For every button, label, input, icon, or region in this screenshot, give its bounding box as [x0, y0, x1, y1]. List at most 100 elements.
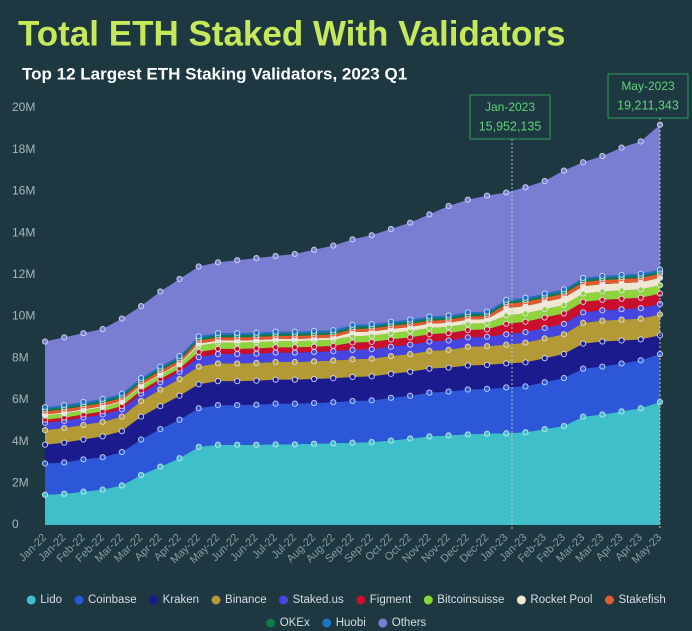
data-point [483, 308, 491, 315]
y-tick-label: 20M [12, 100, 35, 114]
data-point [580, 298, 587, 306]
legend-swatch [423, 595, 433, 605]
data-point [637, 357, 644, 364]
data-point [541, 379, 548, 386]
data-point [61, 459, 68, 466]
data-point [234, 350, 241, 358]
data-point [80, 421, 87, 429]
legend-swatch [322, 618, 332, 628]
data-point [503, 360, 510, 367]
legend-label: Lido [40, 594, 62, 606]
data-point [41, 404, 49, 411]
data-point [599, 288, 606, 295]
data-point [368, 355, 375, 362]
data-point [272, 400, 279, 407]
data-point [137, 397, 145, 405]
data-point [426, 365, 433, 372]
data-point [580, 159, 587, 166]
data-point [310, 358, 318, 365]
data-point [99, 486, 106, 493]
data-point [426, 338, 433, 345]
data-point [214, 259, 222, 266]
data-point [522, 429, 529, 436]
data-point [41, 427, 49, 434]
data-point [41, 441, 49, 448]
data-point [330, 342, 337, 349]
annotation-box [469, 94, 551, 140]
data-point [445, 337, 452, 344]
data-point [291, 344, 298, 351]
data-point [464, 326, 471, 334]
data-point [157, 288, 164, 295]
data-point [618, 337, 625, 344]
data-point [560, 331, 568, 338]
data-point [310, 375, 318, 383]
data-point [80, 436, 87, 443]
data-point [445, 312, 452, 319]
data-point [118, 315, 125, 322]
data-point [99, 454, 106, 461]
data-point [407, 316, 414, 323]
data-point [310, 246, 318, 253]
y-tick-label: 6M [12, 392, 29, 406]
legend-label: OKEx [280, 617, 310, 629]
data-point [560, 350, 568, 358]
data-point [214, 378, 222, 385]
data-point [541, 306, 548, 313]
annotation-value: 19,211,343 [617, 98, 679, 112]
data-point [599, 338, 606, 345]
data-point [234, 345, 241, 352]
data-point [99, 395, 106, 402]
legend-label: Kraken [163, 594, 199, 606]
data-point [407, 334, 414, 341]
data-point [272, 358, 279, 366]
data-point [330, 327, 337, 334]
data-point [330, 375, 337, 382]
data-point [522, 339, 529, 346]
data-point [560, 320, 568, 327]
data-point [291, 328, 298, 335]
data-point [503, 430, 510, 437]
data-point [599, 411, 606, 418]
data-point [272, 441, 279, 448]
data-point [407, 392, 414, 399]
legend-row: Lido Coinbase Kraken Binance Staked.us Figmen… [26, 594, 666, 606]
data-point [234, 330, 241, 337]
legend-swatch [266, 618, 276, 628]
data-point [310, 399, 318, 407]
data-point [176, 353, 183, 360]
data-point [483, 192, 491, 199]
data-point [41, 491, 49, 498]
data-point [637, 305, 644, 312]
data-point [157, 463, 164, 470]
data-point [330, 399, 337, 406]
data-point [99, 433, 106, 440]
data-point [560, 374, 568, 382]
data-point [618, 287, 625, 294]
data-point [349, 356, 356, 363]
legend-row: OKEx Huobi Others [266, 617, 427, 629]
y-tick-label: 18M [12, 142, 35, 156]
annotation-value: 15,952,135 [479, 119, 542, 133]
data-point [368, 373, 375, 380]
data-point [387, 437, 395, 444]
data-point [118, 390, 125, 397]
legend-swatch [604, 595, 614, 605]
data-point [214, 350, 222, 358]
data-point [599, 363, 606, 370]
data-point [618, 408, 625, 415]
data-point [157, 425, 164, 433]
data-point [176, 375, 183, 383]
data-point [522, 383, 529, 390]
data-point [541, 314, 548, 321]
data-point [195, 405, 202, 412]
data-point [387, 318, 395, 325]
y-tick-label: 2M [12, 475, 29, 489]
data-point [349, 321, 356, 328]
data-point [387, 394, 395, 401]
data-point [253, 350, 260, 357]
data-point [541, 290, 548, 297]
data-point [368, 232, 375, 239]
data-point [580, 274, 587, 282]
data-point [580, 319, 587, 326]
